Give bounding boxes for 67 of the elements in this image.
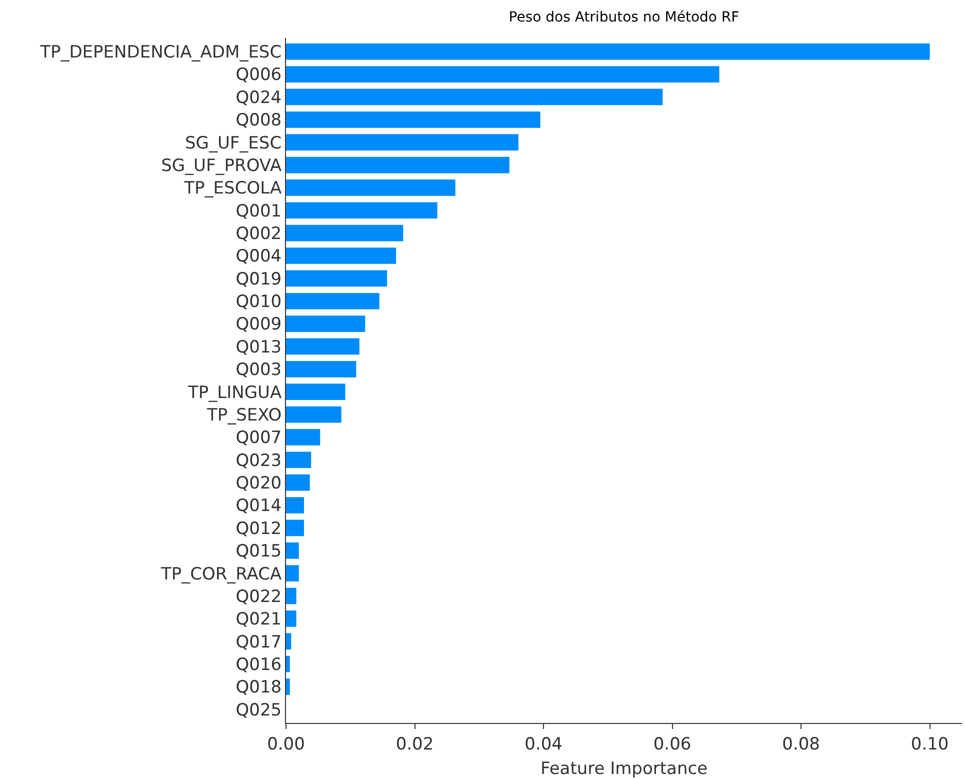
- bar: [286, 406, 342, 423]
- y-tick-label: TP_DEPENDENCIA_ADM_ESC: [39, 42, 282, 63]
- y-tick-label: SG_UF_ESC: [185, 133, 282, 154]
- y-tick-label: Q025: [236, 700, 282, 720]
- bar: [286, 180, 456, 196]
- bar: [286, 134, 518, 150]
- bar: [286, 542, 299, 559]
- bar: [286, 248, 396, 264]
- bar: [286, 43, 930, 60]
- y-tick-label: Q009: [236, 314, 282, 335]
- bar: [286, 474, 310, 491]
- y-tick-label: Q016: [236, 654, 282, 675]
- bar: [286, 565, 299, 582]
- bar: [286, 202, 438, 219]
- y-tick-label: TP_COR_RACA: [160, 564, 282, 584]
- bar: [286, 111, 540, 128]
- bar: [286, 316, 366, 332]
- y-tick-label: Q019: [236, 269, 282, 290]
- x-tick-label: 0.02: [396, 734, 434, 754]
- bar: [286, 656, 290, 672]
- x-tick-label: 0.04: [524, 734, 562, 754]
- bar: [286, 360, 356, 378]
- bar: [286, 224, 404, 242]
- y-tick-label: Q022: [236, 586, 282, 607]
- bar: [286, 156, 510, 174]
- y-tick-label: Q021: [236, 610, 282, 630]
- bar: [286, 588, 296, 604]
- bar: [286, 610, 296, 627]
- y-tick-label: Q002: [236, 224, 282, 244]
- bar: [286, 452, 312, 468]
- y-tick-label: Q008: [236, 110, 282, 131]
- y-tick-label: Q017: [236, 632, 282, 652]
- y-tick-label: Q001: [236, 201, 282, 222]
- y-tick-label: Q010: [236, 292, 282, 312]
- bar: [286, 270, 388, 287]
- y-tick-label: Q012: [236, 518, 282, 539]
- y-tick-label: TP_ESCOLA: [183, 178, 282, 199]
- y-tick-label: Q014: [236, 496, 282, 516]
- y-tick-label: Q003: [236, 360, 282, 380]
- bar: [286, 497, 304, 514]
- y-tick-label: Q007: [236, 428, 282, 448]
- x-tick-label: 0.06: [653, 734, 692, 754]
- y-tick-label: TP_LINGUA: [187, 382, 282, 403]
- bar: [286, 292, 380, 310]
- y-tick-label: Q018: [236, 678, 282, 698]
- y-tick-label: Q023: [236, 450, 282, 471]
- y-tick-label: Q004: [236, 246, 282, 267]
- bar: [286, 520, 304, 536]
- y-tick-label: TP_SEXO: [206, 405, 282, 426]
- x-axis-title: Feature Importance: [540, 758, 708, 779]
- bar: [286, 429, 320, 446]
- bar: [286, 338, 360, 355]
- bar: [286, 384, 346, 400]
- y-tick-label: Q020: [236, 474, 282, 494]
- y-tick-label: Q024: [236, 88, 282, 108]
- x-tick-label: 0.10: [910, 734, 949, 754]
- y-tick-label: SG_UF_PROVA: [161, 156, 282, 176]
- y-tick-label: Q015: [236, 542, 282, 562]
- x-tick-label: 0.08: [782, 734, 820, 754]
- bar: [286, 66, 720, 82]
- bar: [286, 633, 292, 650]
- y-tick-label: Q013: [236, 337, 282, 358]
- y-tick-label: Q006: [236, 65, 282, 86]
- x-tick-label: 0.00: [267, 734, 305, 754]
- bar: [286, 88, 663, 106]
- bar: [286, 678, 290, 695]
- chart-title: Peso dos Atributos no Método RF: [508, 9, 740, 26]
